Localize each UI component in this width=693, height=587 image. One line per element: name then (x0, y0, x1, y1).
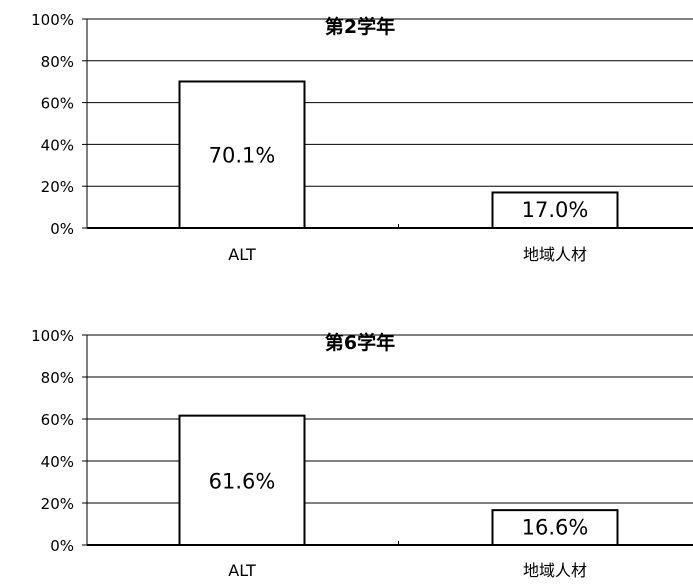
y-tick-label: 60% (41, 95, 74, 113)
y-tick-label: 40% (41, 453, 74, 471)
y-tick-label: 20% (41, 495, 74, 513)
data-label: 17.0% (522, 198, 589, 222)
bar-ALT (178, 414, 306, 547)
y-tick-label: 20% (41, 178, 74, 196)
bar-地域人材 (491, 509, 619, 547)
y-tick-label: 40% (41, 136, 74, 154)
chart-1: 0% 20% 40% 60% 80% 100% 第2学年 70.1% ALT 17.0% 地域人材 (31, 11, 693, 264)
y-tick-label: 100% (31, 11, 74, 29)
y-tick-label: 0% (50, 220, 74, 238)
x-tick-label: 地域人材 (523, 245, 587, 264)
x-tick-label: ALT (228, 561, 256, 580)
data-label: 16.6% (522, 516, 589, 540)
data-label: 70.1% (209, 144, 276, 168)
y-tick-label: 0% (50, 537, 74, 555)
data-label: 61.6% (209, 469, 276, 493)
chart-2: 0% 20% 40% 60% 80% 100% 第6学年 61.6% ALT 16.6% 地域人材 (31, 327, 693, 580)
x-tick-label: ALT (228, 245, 256, 264)
x-tick-label: 地域人材 (523, 561, 587, 580)
y-tick-label: 80% (41, 53, 74, 71)
chart-title: 第2学年 (325, 15, 395, 38)
y-tick-label: 60% (41, 411, 74, 429)
y-tick-label: 100% (31, 327, 74, 345)
y-tick-label: 80% (41, 369, 74, 387)
chart-title: 第6学年 (325, 331, 395, 354)
bar-ALT (178, 80, 306, 229)
bar-地域人材 (491, 191, 619, 229)
